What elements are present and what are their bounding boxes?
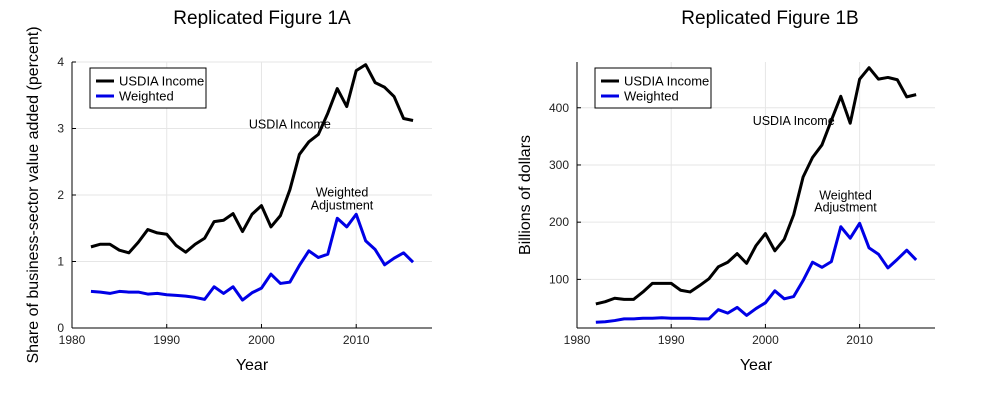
legend-entry: USDIA Income <box>119 74 204 89</box>
y-axis-label: Share of business-sector value added (pe… <box>25 26 42 363</box>
x-tick-label: 1980 <box>564 333 591 347</box>
chart-panel-1: Replicated Figure 1A 1980 1990 2000 2010 0 1 2 3… <box>25 8 432 374</box>
legend-entry: USDIA Income <box>624 74 709 89</box>
legend-box <box>594 67 712 109</box>
y-tick-label: 4 <box>57 55 64 69</box>
y-tick-label: 400 <box>549 101 569 115</box>
y-tick-label: 200 <box>549 215 569 229</box>
y-axis-label: Billions of dollars <box>517 135 534 255</box>
x-tick-label: 1990 <box>153 333 180 347</box>
legend-entry: Weighted <box>624 89 679 104</box>
annotation: Weighted <box>316 185 369 199</box>
annotation: USDIA Income <box>249 118 331 132</box>
annotation: Weighted <box>819 188 872 202</box>
y-tick-label: 0 <box>57 321 64 335</box>
series-line-usdia-income <box>595 66 917 306</box>
legend-box <box>89 67 207 109</box>
annotation: Adjustment <box>311 199 374 213</box>
grid <box>576 62 935 328</box>
x-tick-label: 2010 <box>343 333 370 347</box>
series-line-weighted <box>90 212 415 302</box>
annotation: Adjustment <box>814 200 877 214</box>
chart-title: Replicated Figure 1B <box>681 8 858 29</box>
x-axis-label: Year <box>236 357 269 374</box>
x-tick-label: 2000 <box>752 333 779 347</box>
x-tick-label: 2010 <box>846 333 873 347</box>
legend-entry: Weighted <box>119 89 174 104</box>
y-tick-label: 100 <box>549 272 569 286</box>
x-axis-label: Year <box>740 357 773 374</box>
series-line-usdia-income <box>90 63 414 255</box>
y-tick-label: 1 <box>57 255 64 269</box>
x-tick-label: 1990 <box>658 333 685 347</box>
y-tick-label: 300 <box>549 158 569 172</box>
chart-panel-2: Replicated Figure 1B 1980 1990 2000 2010 100 2… <box>517 8 935 374</box>
chart-title: Replicated Figure 1A <box>173 8 351 29</box>
y-tick-label: 3 <box>57 122 64 136</box>
series-line-weighted <box>595 221 918 324</box>
y-tick-label: 2 <box>57 188 64 202</box>
annotation: USDIA Income <box>753 114 835 128</box>
x-tick-label: 2000 <box>248 333 275 347</box>
x-tick-label: 1980 <box>59 333 86 347</box>
